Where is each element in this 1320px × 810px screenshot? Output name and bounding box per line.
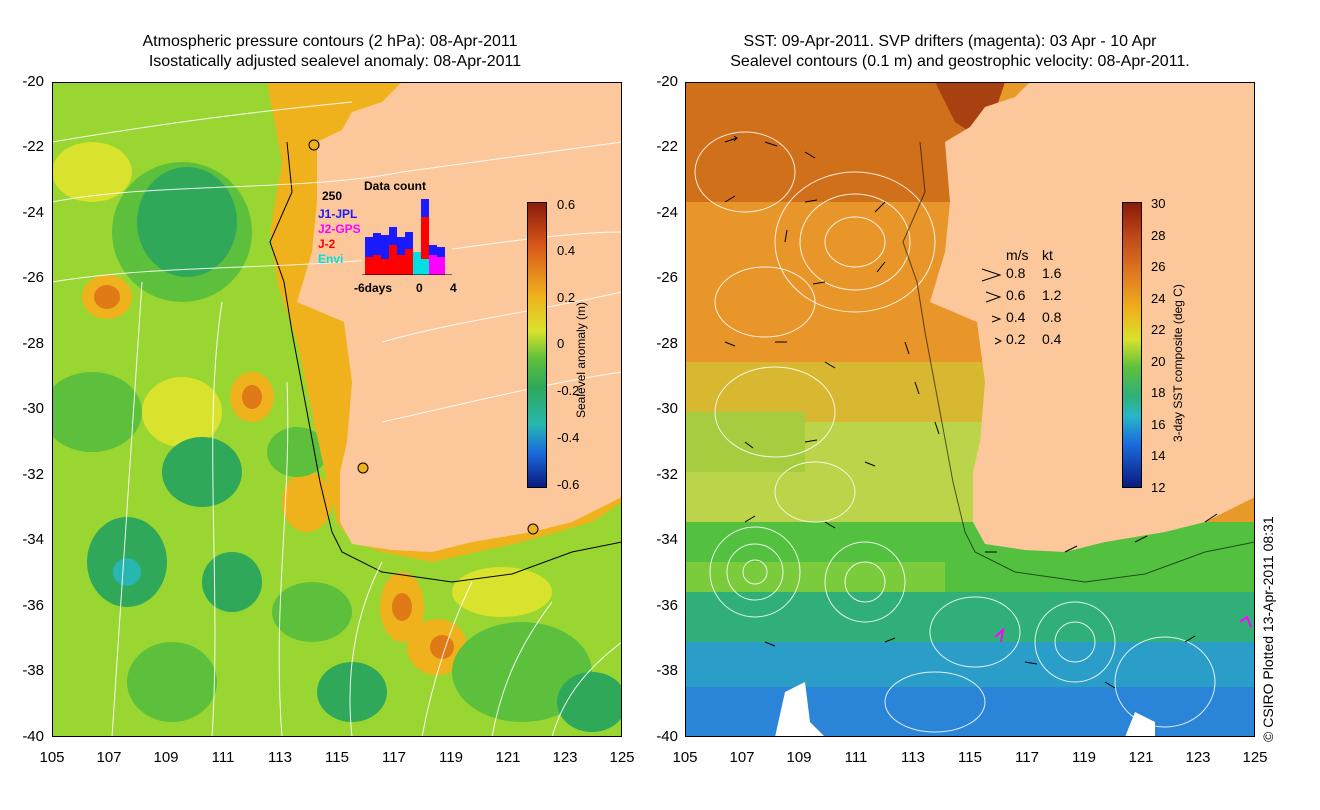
ytick: -40	[656, 728, 678, 745]
cb-tick: 20	[1151, 354, 1166, 369]
xtick: 107	[96, 749, 122, 766]
sst-map: m/s kt 0.8 1.6 0.6 1.2 0.4 0.8 0.2 0.4 3…	[685, 82, 1255, 737]
cb-tick: 0.2	[557, 290, 576, 305]
left-title-line1: Atmospheric pressure contours (2 hPa): 0…	[142, 33, 518, 50]
xtick: 117	[382, 749, 406, 766]
cb-tick: 30	[1151, 196, 1166, 211]
xtick: 113	[268, 749, 292, 766]
xtick: 109	[153, 749, 179, 766]
velocity-arrows	[724, 135, 1218, 689]
ytick: -22	[656, 138, 678, 155]
right-title-line1: SST: 09-Apr-2011. SVP drifters (magenta)…	[743, 33, 1157, 50]
cb-tick: -0.2	[557, 383, 580, 398]
velocity-ms: 0.4	[1006, 309, 1026, 325]
ytick: -26	[656, 269, 678, 286]
cb-tick: -0.6	[557, 477, 580, 492]
legend-envi: Envi	[318, 252, 344, 266]
ytick: -20	[656, 73, 678, 90]
right-frame	[685, 82, 1255, 737]
xtick: 113	[901, 749, 925, 766]
xlabel-minus6: -6days	[354, 281, 393, 295]
xtick: 111	[844, 749, 868, 766]
xtick: 107	[729, 749, 755, 766]
sealevel-colorbar	[527, 202, 547, 488]
xtick: 105	[672, 749, 698, 766]
xtick: 111	[211, 749, 235, 766]
velocity-legend-ms-header: m/s	[1006, 247, 1029, 263]
xtick: 117	[1015, 749, 1039, 766]
cb-tick: 28	[1151, 228, 1166, 243]
cb-tick: 18	[1151, 385, 1166, 400]
data-count-legend: J1-JPL J2-GPS J-2 Envi	[318, 207, 361, 267]
ytick: -34	[22, 531, 44, 548]
ytick: -20	[22, 73, 44, 90]
cb-tick: 26	[1151, 259, 1166, 274]
ytick: -24	[656, 204, 678, 221]
velocity-kt: 0.8	[1042, 309, 1062, 325]
xtick: 123	[1185, 749, 1211, 766]
xtick: 109	[786, 749, 812, 766]
cb-tick: 0.4	[557, 243, 576, 258]
ytick: -26	[22, 269, 44, 286]
xtick: 125	[1242, 749, 1268, 766]
left-title-line2: Isostatically adjusted sealevel anomaly:…	[148, 53, 522, 70]
xlabel-0: 0	[416, 281, 423, 295]
ytick: -36	[22, 597, 44, 614]
xtick: 115	[325, 749, 349, 766]
cb-tick: 14	[1151, 448, 1166, 463]
xtick: 115	[958, 749, 982, 766]
xtick: 125	[609, 749, 635, 766]
data-count-title: Data count	[364, 179, 427, 193]
data-count-ymax: 250	[322, 189, 343, 203]
velocity-legend-kt-header: kt	[1042, 247, 1053, 263]
legend-j2-gps: J2-GPS	[318, 222, 361, 236]
ytick: -34	[656, 531, 678, 548]
sst-colorbar	[1122, 202, 1142, 488]
ytick: -40	[22, 728, 44, 745]
histogram-bars	[365, 199, 445, 275]
data-count-inset: Data count 250 J1-JPL J2-GPS J-2 Envi	[312, 177, 462, 307]
xtick: 119	[1072, 749, 1096, 766]
sealevel-anomaly-map: Data count 250 J1-JPL J2-GPS J-2 Envi	[52, 82, 622, 737]
ytick: -30	[22, 400, 44, 417]
xlabel-4: 4	[450, 281, 457, 295]
velocity-ms: 0.8	[1006, 265, 1026, 281]
ytick: -36	[656, 597, 678, 614]
ytick: -32	[22, 466, 44, 483]
ytick: -24	[22, 204, 44, 221]
xtick: 121	[495, 749, 521, 766]
ytick: -38	[22, 662, 44, 679]
legend-j1-jpl: J1-JPL	[318, 207, 358, 221]
velocity-kt: 0.4	[1042, 331, 1062, 347]
ytick: -30	[656, 400, 678, 417]
sst-map-graphics	[685, 82, 1255, 737]
xtick: 123	[552, 749, 578, 766]
left-frame	[52, 82, 622, 737]
cb-tick: 12	[1151, 480, 1166, 495]
cb-tick: 0	[557, 336, 565, 351]
velocity-ms: 0.2	[1006, 331, 1026, 347]
velocity-ms: 0.6	[1006, 287, 1026, 303]
ytick: -22	[22, 138, 44, 155]
cb-tick: 22	[1151, 322, 1166, 337]
xtick: 119	[439, 749, 463, 766]
cb-tick: 24	[1151, 291, 1166, 306]
cb-tick: 0.6	[557, 197, 576, 212]
cb-tick: -0.4	[557, 430, 580, 445]
data-count-histogram	[362, 197, 452, 275]
cb-tick: 16	[1151, 417, 1166, 432]
ytick: -28	[656, 335, 678, 352]
right-title-line2: Sealevel contours (0.1 m) and geostrophi…	[730, 53, 1190, 70]
ytick: -32	[656, 466, 678, 483]
velocity-kt: 1.6	[1042, 265, 1062, 281]
csiro-credit: © CSIRO Plotted 13-Apr-2011 08:31	[1260, 516, 1276, 742]
xtick: 105	[39, 749, 65, 766]
velocity-kt: 1.2	[1042, 287, 1062, 303]
legend-j-2: J-2	[318, 237, 336, 251]
xtick: 121	[1128, 749, 1154, 766]
ytick: -38	[656, 662, 678, 679]
ytick: -28	[22, 335, 44, 352]
